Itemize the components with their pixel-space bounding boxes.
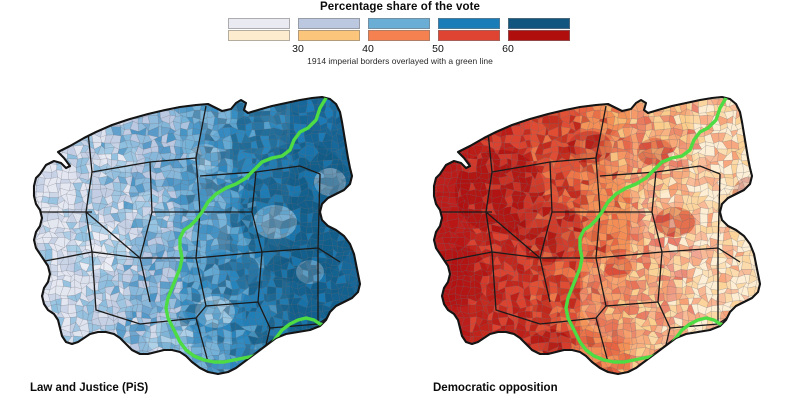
legend-tick-50: 50 bbox=[432, 43, 444, 55]
legend-tick-40: 40 bbox=[362, 43, 374, 55]
panel-label-opposition: Democratic opposition bbox=[433, 382, 558, 394]
legend-swatch-orange-4 bbox=[438, 30, 500, 41]
legend-title: Percentage share of the vote bbox=[319, 1, 481, 13]
legend-swatch-orange-5 bbox=[508, 30, 570, 41]
legend-swatch-blue-3 bbox=[368, 18, 430, 29]
legend-ticks: 30 40 50 60 bbox=[228, 43, 588, 55]
legend-swatches-blue bbox=[228, 18, 578, 29]
legend-swatch-orange-3 bbox=[368, 30, 430, 41]
poland-choropleth-blue bbox=[32, 95, 362, 376]
legend-swatch-blue-2 bbox=[298, 18, 360, 29]
map-panel-pis: Law and Justice (PiS) bbox=[0, 62, 400, 418]
legend-tick-30: 30 bbox=[292, 43, 304, 55]
imperial-border-1914-line-orange bbox=[564, 97, 760, 364]
panel-label-pis: Law and Justice (PiS) bbox=[30, 382, 149, 394]
legend-swatch-blue-5 bbox=[508, 18, 570, 29]
legend-swatch-orange-2 bbox=[298, 30, 360, 41]
legend-tick-60: 60 bbox=[502, 43, 514, 55]
legend-swatches-orange bbox=[228, 30, 578, 41]
imperial-border-1914-line-blue bbox=[164, 97, 360, 364]
map-panel-opposition: Democratic opposition bbox=[400, 62, 800, 418]
legend-note: 1914 imperial borders overlayed with a g… bbox=[307, 56, 493, 66]
legend: Percentage share of the vote 30 40 50 60… bbox=[0, 0, 800, 70]
legend-swatch-orange-1 bbox=[228, 30, 290, 41]
legend-swatch-blue-1 bbox=[228, 18, 290, 29]
poland-choropleth-orange bbox=[432, 95, 762, 376]
legend-swatch-blue-4 bbox=[438, 18, 500, 29]
